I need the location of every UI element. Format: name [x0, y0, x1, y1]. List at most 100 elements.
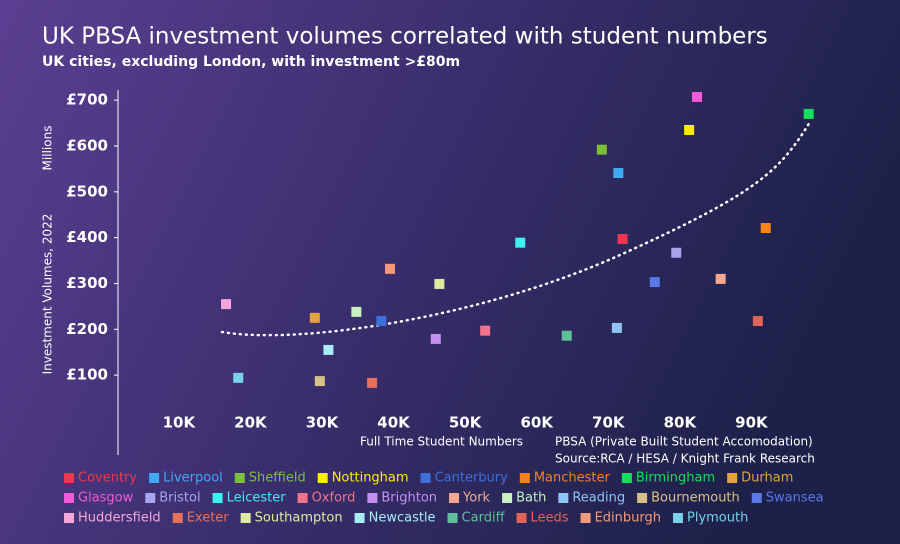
legend-label: Reading — [572, 491, 625, 506]
legend-swatch — [212, 493, 223, 503]
legend-swatch — [64, 473, 74, 483]
legend-swatch — [621, 473, 632, 483]
point — [760, 223, 771, 234]
y-tick-label: £200 — [66, 320, 108, 338]
legend-label: Plymouth — [687, 511, 748, 526]
legend-swatch — [64, 513, 74, 523]
legend-label: Bristol — [159, 491, 200, 506]
point — [480, 325, 491, 336]
legend-swatch — [516, 513, 527, 523]
legend-swatch — [727, 473, 738, 483]
legend-label: Brighton — [381, 491, 437, 506]
point — [611, 322, 622, 333]
legend-label: Glasgow — [78, 491, 134, 506]
x-tick-label: 20K — [234, 414, 268, 432]
point — [367, 377, 378, 388]
legend-label: Newcastle — [369, 511, 436, 526]
legend-swatch — [580, 513, 591, 523]
x-tick-label: 80K — [664, 414, 698, 432]
point — [434, 278, 445, 289]
legend-swatch — [502, 493, 513, 503]
y-unit-label: Millions — [41, 126, 55, 171]
legend-swatch — [558, 493, 569, 503]
legend-swatch — [297, 493, 308, 503]
legend-label: Canterbury — [435, 471, 509, 486]
legend-swatch — [354, 513, 365, 523]
x-tick-label: 70K — [592, 414, 626, 432]
note: Source:RCA / HESA / Knight Frank Researc… — [555, 452, 815, 466]
legend-swatch — [447, 513, 458, 523]
legend-label: Exeter — [187, 511, 230, 526]
legend-label: Manchester — [534, 471, 611, 486]
legend-label: Liverpool — [163, 471, 223, 486]
x-tick-label: 30K — [306, 414, 340, 432]
y-axis-label: Investment Volumes, 2022 — [41, 214, 55, 375]
point — [376, 316, 387, 327]
legend-label: Edinburgh — [595, 511, 661, 526]
legend-label: Cardiff — [462, 511, 506, 526]
point — [692, 91, 703, 102]
legend-label: Oxford — [312, 491, 356, 506]
legend-label: Leicester — [227, 491, 287, 506]
y-tick-label: £100 — [66, 366, 108, 384]
legend-label: Coventry — [78, 471, 137, 486]
point — [384, 263, 395, 274]
legend-swatch — [149, 473, 160, 483]
legend-swatch — [234, 473, 245, 483]
x-tick-label: 40K — [377, 414, 411, 432]
legend-swatch — [367, 493, 378, 503]
legend-swatch — [637, 493, 648, 503]
point — [561, 330, 572, 341]
point — [323, 344, 334, 355]
point — [221, 299, 232, 310]
legend-label: Durham — [741, 471, 793, 486]
point — [752, 316, 763, 327]
point — [233, 372, 244, 383]
x-axis-label: Full Time Student Numbers — [360, 435, 523, 449]
legend-swatch — [145, 493, 156, 503]
point — [351, 306, 362, 317]
point — [309, 312, 320, 323]
point — [649, 277, 660, 288]
legend-label: York — [462, 491, 491, 506]
x-tick-label: 90K — [735, 414, 769, 432]
point — [617, 234, 628, 245]
legend-label: Leeds — [531, 511, 569, 526]
x-tick-label: 10K — [163, 414, 197, 432]
legend-label: Bath — [516, 491, 546, 506]
y-tick-label: £500 — [66, 182, 108, 200]
y-tick-label: £400 — [66, 228, 108, 246]
point — [515, 237, 526, 248]
legend-swatch — [519, 473, 530, 483]
x-tick-label: 50K — [449, 414, 483, 432]
legend-label: Swansea — [766, 491, 824, 506]
legend-swatch — [673, 513, 683, 523]
y-tick-label: £300 — [66, 274, 108, 292]
legend-swatch — [420, 473, 431, 483]
point — [684, 124, 695, 135]
point — [803, 108, 814, 119]
note: PBSA (Private Built Student Accomodation… — [555, 435, 813, 449]
legend-swatch — [751, 493, 762, 503]
legend-label: Huddersfield — [78, 511, 161, 526]
legend-swatch — [240, 513, 251, 523]
legend-label: Southampton — [255, 511, 343, 526]
x-tick-label: 60K — [520, 414, 554, 432]
point — [613, 168, 624, 179]
legend-swatch — [317, 473, 328, 483]
point — [314, 376, 325, 387]
legend-swatch — [449, 493, 460, 503]
y-tick-label: £700 — [66, 91, 108, 109]
chart-subtitle: UK cities, excluding London, with invest… — [42, 54, 460, 70]
legend-swatch — [172, 513, 183, 523]
point — [596, 144, 607, 155]
legend-label: Birmingham — [636, 471, 715, 486]
legend-swatch — [64, 493, 74, 503]
legend-label: Sheffield — [249, 471, 306, 486]
chart-title: UK PBSA investment volumes correlated wi… — [42, 24, 768, 50]
legend-label: Bournemouth — [651, 491, 740, 506]
y-tick-label: £600 — [66, 136, 108, 154]
